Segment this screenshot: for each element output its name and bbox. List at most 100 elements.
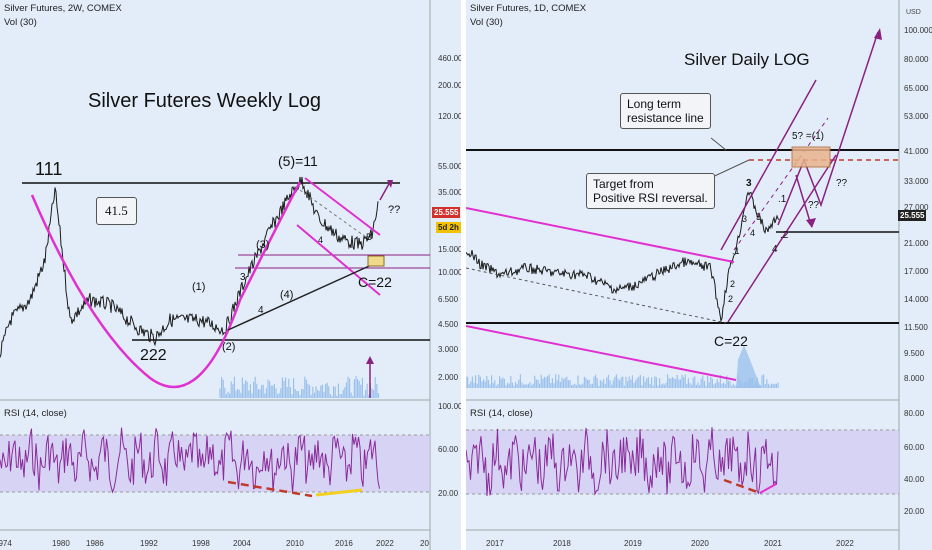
daily-price-tag: 25.555 (898, 210, 927, 221)
daily-label-q1: ?? (836, 178, 848, 189)
weekly-y-tick-label: 3.000 (438, 345, 459, 354)
daily-volume-spike (736, 345, 761, 388)
daily-label-d4: 4 (750, 228, 755, 238)
pane-divider[interactable] (461, 0, 466, 550)
weekly-chart-title: Silver Futeres Weekly Log (88, 90, 322, 112)
daily-y-tick-label: 14.000 (904, 295, 929, 304)
weekly-y-tick-label: 6.500 (438, 295, 459, 304)
weekly-label-c22: C=22 (358, 274, 392, 290)
weekly-y-tick-label: 460.000 (438, 54, 461, 63)
daily-y-tick-label: 9.500 (904, 349, 925, 358)
daily-y-tick-label: 17.000 (904, 267, 929, 276)
daily-chart-canvas[interactable]: 100.000 80.000 65.000 53.000 41.000 33.000 27.… (466, 0, 932, 550)
daily-y-tick-label: 8.000 (904, 374, 925, 383)
daily-channel-mid (733, 117, 829, 251)
daily-chart-pane[interactable]: 100.000 80.000 65.000 53.000 41.000 33.000 27.… (466, 0, 932, 550)
daily-x-tick-label: 2019 (624, 539, 642, 548)
weekly-label-111: 111 (35, 159, 62, 179)
daily-label-d2b: 2 (730, 279, 735, 289)
weekly-chart-pane[interactable]: 460.000 200.000 120.000 55.000 35.000 15.000 1… (0, 0, 461, 550)
daily-label-c22: C=22 (714, 333, 748, 349)
daily-volume-header: Vol (30) (470, 17, 503, 28)
daily-rsi-divergence (723, 478, 761, 495)
weekly-label-s4b: 4 (318, 235, 323, 245)
daily-y-tick-label: 27.000 (904, 203, 929, 212)
weekly-x-tick-label: 2004 (233, 539, 251, 548)
daily-rsi-up (759, 483, 777, 494)
weekly-y-tick-label: 2.000 (438, 373, 459, 382)
daily-rsi-tick: 20.00 (904, 507, 925, 516)
daily-x-tick-label: 2022 (836, 539, 854, 548)
callout-rsi-target-line1: Target from (593, 177, 654, 191)
daily-rsi-tick: 40.00 (904, 475, 925, 484)
daily-label-n4: 4 (772, 244, 778, 255)
daily-label-5: 5? =(1) (792, 131, 824, 142)
daily-x-tick-label: 2017 (486, 539, 504, 548)
daily-descending-upper (466, 207, 735, 263)
callout-rsi-target-line2: Positive RSI reversal. (593, 191, 708, 205)
daily-callout-pointer-1 (710, 137, 727, 151)
weekly-rsi-line (0, 427, 380, 494)
weekly-label-s4: 4 (258, 305, 264, 316)
weekly-arrow-up (379, 181, 391, 201)
weekly-label-s3: 3 (240, 272, 246, 283)
daily-y-tick-label: 100.000 (904, 26, 932, 35)
daily-channel-upper (720, 79, 817, 251)
weekly-chart-canvas[interactable]: 460.000 200.000 120.000 55.000 35.000 15.000 1… (0, 0, 461, 550)
daily-label-3: 3 (746, 178, 752, 189)
daily-dashed-trend (466, 267, 727, 324)
weekly-label-b: B (366, 232, 372, 242)
weekly-channel-mid (299, 189, 371, 241)
daily-x-tick-label: 2018 (553, 539, 571, 548)
weekly-price-tag: 25.555 (432, 207, 461, 218)
daily-label-q2: ?? (808, 200, 820, 211)
weekly-trendline (227, 261, 379, 331)
daily-y-tick-label: 33.000 (904, 177, 929, 186)
weekly-label-w4: (4) (280, 289, 293, 301)
callout-resistance-line2: resistance line (627, 111, 704, 125)
weekly-label-w2: (2) (222, 341, 235, 353)
daily-rsi-tick: 80.00 (904, 409, 925, 418)
weekly-x-tick-label: 1986 (86, 539, 104, 548)
daily-projection-up (777, 31, 879, 226)
daily-projection-down (795, 174, 812, 226)
daily-currency-label: USD (906, 9, 921, 16)
weekly-x-tick-label: 1992 (140, 539, 158, 548)
weekly-target-zone (367, 255, 385, 267)
daily-volume-bars (466, 374, 779, 388)
weekly-price-line (0, 176, 379, 358)
weekly-volume-header: Vol (30) (4, 17, 37, 28)
daily-y-tick-label: 65.000 (904, 84, 929, 93)
daily-label-d2: 2 (728, 294, 733, 304)
weekly-channel-lower (296, 224, 381, 296)
daily-rsi-band (466, 430, 899, 494)
daily-rsi-header: RSI (14, close) (470, 408, 533, 419)
daily-descending-lower (466, 325, 737, 381)
callout-rsi-target: Target from Positive RSI reversal. (586, 173, 715, 209)
daily-projection-head (874, 28, 882, 40)
weekly-y-tick-label: 200.000 (438, 81, 461, 90)
daily-projection-down-head (806, 218, 816, 228)
daily-chart-header: Silver Futures, 1D, COMEX (470, 3, 587, 14)
weekly-x-tick-label: 2022 (376, 539, 394, 548)
weekly-y-tick-label: 15.000 (438, 245, 461, 254)
callout-resistance-line1: Long term (627, 97, 682, 111)
daily-x-tick-label: 2021 (764, 539, 782, 548)
daily-y-tick-label: 41.000 (904, 147, 929, 156)
weekly-x-tick-label: 1998 (192, 539, 210, 548)
daily-channel-lower (727, 154, 837, 323)
weekly-rsi-divergence-red (227, 480, 313, 498)
weekly-y-tick-label: 120.000 (438, 112, 461, 121)
weekly-x-tick-label: 2010 (286, 539, 304, 548)
daily-label-n2: .2 (780, 230, 789, 241)
callout-resistance-line: Long term resistance line (620, 93, 711, 129)
weekly-rsi-tick: 20.00 (438, 489, 459, 498)
weekly-label-5-11: (5)=11 (278, 153, 318, 169)
daily-y-tick-label: 80.000 (904, 55, 929, 64)
daily-y-tick-label: 53.000 (904, 112, 929, 121)
daily-label-n1: .1 (778, 194, 787, 205)
weekly-label-222: 222 (140, 347, 167, 364)
weekly-y-tick-label: 4.500 (438, 320, 459, 329)
daily-y-tick-label: 21.000 (904, 239, 929, 248)
weekly-rsi-header: RSI (14, close) (4, 408, 67, 419)
